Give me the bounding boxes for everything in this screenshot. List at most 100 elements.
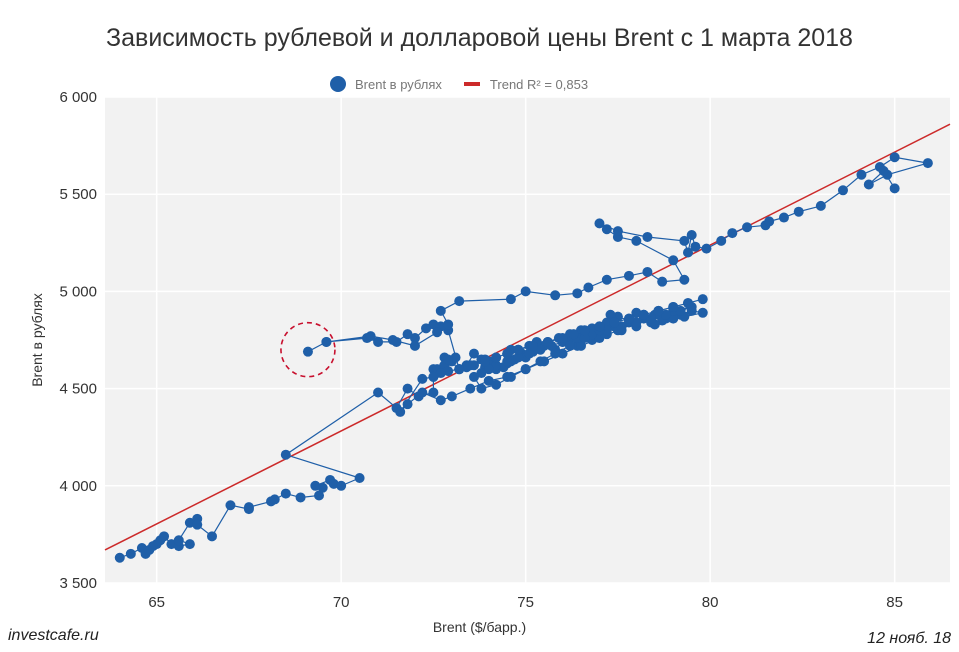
data-point	[815, 200, 826, 211]
data-point	[147, 541, 158, 552]
data-point	[550, 290, 561, 301]
data-point	[686, 230, 697, 241]
data-point	[513, 352, 524, 363]
data-point	[428, 371, 439, 382]
data-point	[594, 321, 605, 332]
x-tick-label: 75	[517, 594, 534, 611]
data-point	[465, 383, 476, 394]
data-point	[468, 371, 479, 382]
data-point	[409, 340, 420, 351]
data-point	[280, 449, 291, 460]
data-point	[114, 552, 125, 563]
y-tick-label: 3 500	[59, 575, 97, 592]
data-point	[579, 325, 590, 336]
data-point	[520, 364, 531, 375]
data-point	[683, 298, 694, 309]
data-point	[889, 152, 900, 163]
data-point	[321, 336, 332, 347]
data-point	[184, 539, 195, 550]
y-tick-labels: 3 500 4 000 4 500 5 000 5 500 6 000	[59, 89, 97, 592]
data-point	[701, 243, 712, 254]
data-point	[435, 395, 446, 406]
data-point	[173, 535, 184, 546]
data-point	[269, 494, 280, 505]
data-point	[668, 301, 679, 312]
data-point	[417, 373, 428, 384]
data-point	[428, 319, 439, 330]
data-point	[631, 235, 642, 246]
data-point	[697, 307, 708, 318]
x-tick-label: 80	[702, 594, 719, 611]
data-point	[675, 305, 686, 316]
annotation-layer	[280, 321, 336, 378]
data-point	[310, 480, 321, 491]
data-point	[642, 266, 653, 277]
data-point	[373, 336, 384, 347]
data-point	[387, 335, 398, 345]
data-point	[690, 241, 701, 252]
data-point	[657, 276, 668, 287]
data-point	[601, 274, 612, 285]
data-point	[402, 329, 413, 340]
data-point	[856, 169, 867, 180]
data-point	[579, 333, 590, 344]
data-point	[417, 387, 428, 398]
data-point	[491, 352, 502, 363]
data-point	[476, 383, 487, 394]
data-point	[483, 364, 494, 375]
data-point	[568, 329, 579, 340]
x-tick-label: 85	[886, 594, 903, 611]
legend-item-trend[interactable]: Trend R² = 0,853	[463, 76, 589, 92]
data-point	[465, 360, 476, 371]
chart-legend: Brent в рублях Trend R² = 0,853	[330, 76, 610, 92]
legend-marker-series	[330, 76, 346, 92]
data-point	[395, 406, 406, 417]
data-point	[793, 206, 804, 217]
data-point	[336, 480, 347, 491]
data-point	[428, 387, 439, 398]
data-point	[764, 216, 775, 227]
x-tick-label: 70	[333, 594, 350, 611]
x-tick-labels: 65 70 75 80 85	[148, 594, 903, 611]
data-point	[601, 317, 612, 328]
y-tick-label: 4 500	[59, 381, 97, 398]
data-point	[601, 224, 612, 235]
data-point	[594, 333, 605, 344]
data-point	[454, 296, 465, 307]
data-point	[668, 255, 679, 266]
data-point	[572, 288, 583, 299]
trend-line	[104, 123, 951, 551]
x-axis-label: Brent ($/барр.)	[432, 619, 527, 635]
data-point	[435, 305, 446, 316]
data-point	[564, 340, 575, 351]
data-point	[679, 235, 690, 246]
data-point	[421, 323, 432, 334]
x-tick-label: 65	[148, 594, 165, 611]
data-point	[668, 313, 679, 324]
data-point	[520, 286, 531, 297]
data-point	[295, 492, 306, 503]
legend-label-trend: Trend R² = 0,853	[489, 76, 589, 92]
legend-marker-trend	[463, 82, 480, 86]
data-point	[679, 274, 690, 285]
data-point	[778, 212, 789, 223]
data-point	[646, 313, 657, 324]
data-point	[605, 309, 616, 320]
data-point	[443, 354, 454, 365]
data-point	[513, 344, 524, 355]
data-point	[225, 500, 236, 511]
series-layer	[114, 152, 933, 563]
data-point	[192, 519, 203, 530]
data-point	[863, 179, 874, 190]
data-point	[302, 346, 313, 357]
chart-title: Зависимость рублевой и долларовой цены B…	[106, 24, 853, 52]
highlight-circle	[280, 321, 336, 378]
data-point	[443, 319, 454, 330]
data-point	[557, 348, 568, 359]
data-point	[542, 336, 553, 347]
date-text: 12 нояб. 18	[867, 630, 951, 647]
data-point	[502, 356, 513, 367]
data-point	[612, 226, 623, 237]
plot-area	[105, 97, 950, 583]
legend-item-series[interactable]: Brent в рублях	[330, 76, 442, 92]
